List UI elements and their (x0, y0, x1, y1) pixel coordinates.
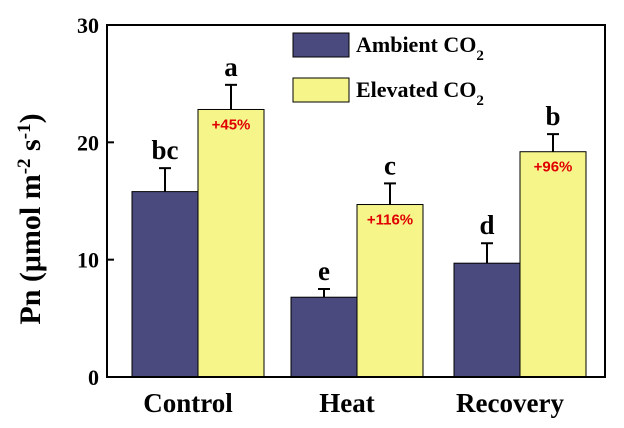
y-axis-label-sup1: -2 (14, 158, 35, 174)
percent-label: +45% (212, 116, 251, 133)
bar (356, 204, 424, 378)
x-tick-label: Control (143, 388, 233, 418)
y-axis-label: Pn (μmol m-2 s-1) (14, 113, 48, 324)
bar (519, 151, 587, 378)
x-axis: Control Heat Recovery (143, 388, 564, 418)
bar (197, 108, 265, 378)
y-axis-label-mid: s (14, 139, 47, 158)
y-axis-label-end: ) (14, 113, 47, 123)
bars-layer: bc a +45% e c +116% d b +96% (131, 52, 587, 378)
legend-label-elevated: Elevated CO2 (356, 77, 484, 109)
legend-swatch-ambient (292, 32, 350, 58)
bar (453, 262, 521, 378)
x-tick-label: Recovery (456, 388, 564, 418)
significance-letter: d (479, 210, 494, 240)
y-tick-label: 30 (77, 13, 99, 38)
x-tick-label: Heat (319, 388, 374, 418)
legend-label-ambient: Ambient CO2 (356, 32, 484, 64)
significance-letter: b (545, 101, 560, 131)
percent-label: +96% (534, 159, 573, 176)
significance-letter: bc (152, 135, 179, 165)
bar (131, 191, 199, 378)
significance-letter: e (318, 256, 330, 286)
y-tick-label: 10 (77, 248, 99, 273)
legend-swatch-elevated (292, 77, 350, 103)
y-tick-label: 20 (77, 130, 99, 155)
y-axis-label-main: Pn (μmol m (14, 174, 47, 324)
significance-letter: a (224, 52, 238, 82)
y-axis: 0 10 20 30 (77, 13, 114, 390)
percent-label: +116% (367, 212, 413, 229)
legend: Ambient CO2 Elevated CO2 (292, 32, 484, 109)
plot-frame (106, 24, 606, 378)
y-tick-label: 0 (88, 365, 99, 390)
significance-letter: c (384, 150, 396, 180)
y-axis-label-sup2: -1 (14, 123, 35, 139)
bar (290, 296, 358, 378)
